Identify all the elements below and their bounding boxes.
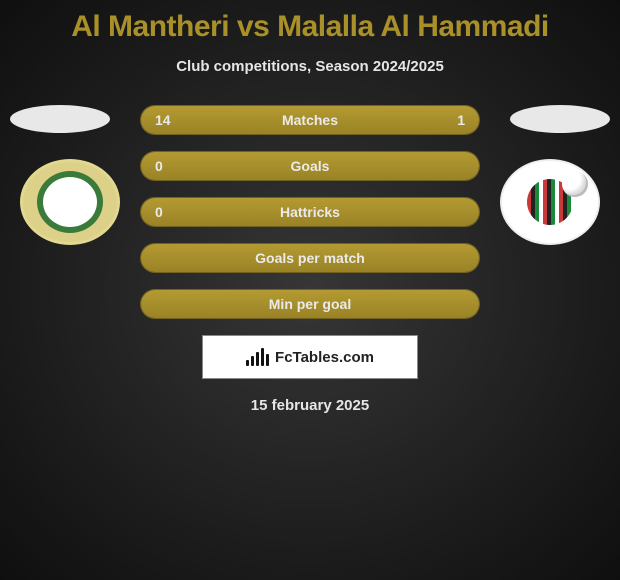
stat-label: Hattricks — [141, 198, 479, 226]
comparison-bars: 141Matches 0Goals 0Hattricks Goals per matc… — [140, 105, 480, 319]
stat-row: 141Matches — [140, 105, 480, 135]
stat-label: Goals — [141, 152, 479, 180]
club-badge-left — [20, 159, 120, 245]
branding-box: FcTables.com — [202, 335, 418, 379]
chart-icon — [246, 348, 269, 366]
stat-label: Min per goal — [141, 290, 479, 318]
stat-row: 0Hattricks — [140, 197, 480, 227]
stat-row: Goals per match — [140, 243, 480, 273]
club-badge-right — [500, 159, 600, 245]
subtitle: Club competitions, Season 2024/2025 — [0, 58, 620, 75]
branding-text: FcTables.com — [275, 349, 374, 366]
stat-label: Matches — [141, 106, 479, 134]
stat-row: Min per goal — [140, 289, 480, 319]
stat-label: Goals per match — [141, 244, 479, 272]
player-left-ellipse — [10, 105, 110, 133]
page-title: Al Mantheri vs Malalla Al Hammadi — [0, 0, 620, 44]
player-right-ellipse — [510, 105, 610, 133]
comparison-content: 141Matches 0Goals 0Hattricks Goals per matc… — [0, 105, 620, 414]
stat-row: 0Goals — [140, 151, 480, 181]
footer-date: 15 february 2025 — [0, 397, 620, 414]
